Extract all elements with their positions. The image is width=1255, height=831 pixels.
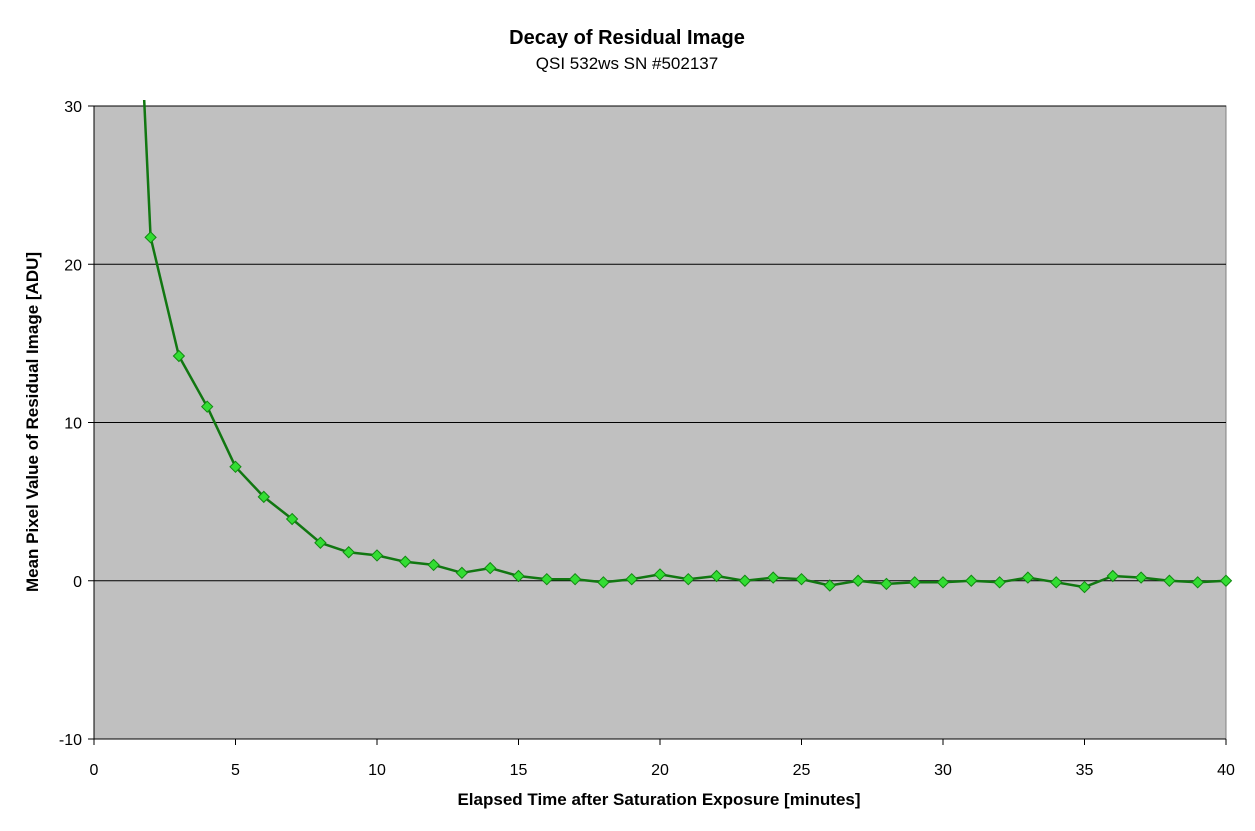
x-tick-label: 10 xyxy=(368,762,386,779)
data-point xyxy=(710,569,723,583)
data-point xyxy=(766,571,780,584)
data-point xyxy=(370,549,384,562)
gridlines xyxy=(94,105,1226,582)
data-point xyxy=(257,490,271,504)
data-point xyxy=(512,569,525,583)
data-point xyxy=(993,576,1006,589)
data-point xyxy=(880,577,893,591)
data-point xyxy=(1049,576,1063,589)
data-point xyxy=(399,555,412,568)
series-line xyxy=(142,100,1227,589)
data-point xyxy=(823,579,837,592)
data-point xyxy=(1078,580,1091,594)
data-point xyxy=(200,400,214,413)
data-point xyxy=(1191,576,1204,589)
y-tick-label: 0 xyxy=(73,574,82,591)
data-point xyxy=(738,574,752,587)
data-point xyxy=(342,546,355,559)
data-point xyxy=(144,231,157,244)
x-ticks: 0 5 10 15 20 25 30 35 40 xyxy=(90,739,1235,779)
data-point xyxy=(568,572,582,586)
data-point xyxy=(540,572,554,586)
data-point xyxy=(795,572,808,586)
data-point xyxy=(908,576,921,589)
y-tick-label: 10 xyxy=(64,416,82,433)
data-point xyxy=(653,568,667,581)
x-tick-label: 5 xyxy=(231,762,240,779)
data-point xyxy=(1163,574,1176,587)
data-point xyxy=(1021,571,1035,584)
data-point xyxy=(597,576,610,589)
data-point xyxy=(1219,574,1233,587)
data-point xyxy=(1106,569,1120,583)
y-tick-label: 30 xyxy=(64,99,82,116)
y-tick-label: 20 xyxy=(64,257,82,274)
series-line-group xyxy=(142,100,1227,589)
data-point xyxy=(682,572,695,586)
series-markers xyxy=(144,231,1233,594)
x-tick-label: 35 xyxy=(1076,762,1094,779)
y-tick-label: -10 xyxy=(59,732,82,749)
data-point xyxy=(285,512,299,526)
x-tick-label: 15 xyxy=(510,762,528,779)
data-point xyxy=(936,576,950,589)
x-tick-label: 30 xyxy=(934,762,952,779)
y-axis-label: Mean Pixel Value of Residual Image [ADU] xyxy=(23,252,42,592)
x-tick-label: 20 xyxy=(651,762,669,779)
data-point xyxy=(965,574,978,587)
data-point xyxy=(314,536,327,549)
data-point xyxy=(455,566,469,580)
x-tick-label: 0 xyxy=(90,762,99,779)
data-point xyxy=(483,561,497,575)
data-point xyxy=(1134,571,1148,584)
chart-title: Decay of Residual Image xyxy=(509,27,745,49)
data-point xyxy=(625,572,638,586)
x-tick-label: 40 xyxy=(1217,762,1235,779)
data-point xyxy=(229,460,242,474)
data-point xyxy=(851,574,865,587)
data-point xyxy=(427,558,440,572)
y-ticks: -10 0 10 20 30 xyxy=(59,99,94,749)
x-axis-label: Elapsed Time after Saturation Exposure [… xyxy=(457,790,860,809)
data-point xyxy=(172,349,186,363)
x-tick-label: 25 xyxy=(793,762,811,779)
chart-subtitle: QSI 532ws SN #502137 xyxy=(536,54,718,73)
